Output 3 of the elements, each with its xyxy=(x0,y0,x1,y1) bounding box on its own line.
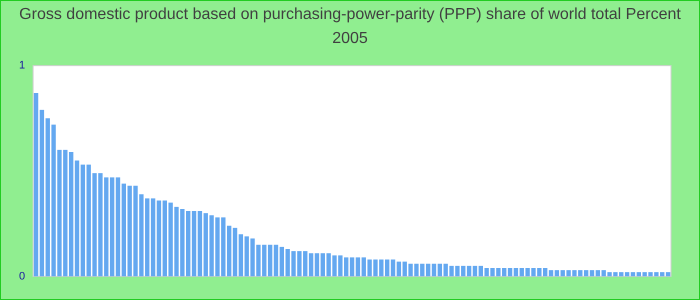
y-tick-label: 1 xyxy=(18,60,26,72)
y-tick-label: 0 xyxy=(18,270,26,282)
chart-title: Gross domestic product based on purchasing-power-parity (PPP) share of world total Percent 2005 xyxy=(18,5,682,49)
